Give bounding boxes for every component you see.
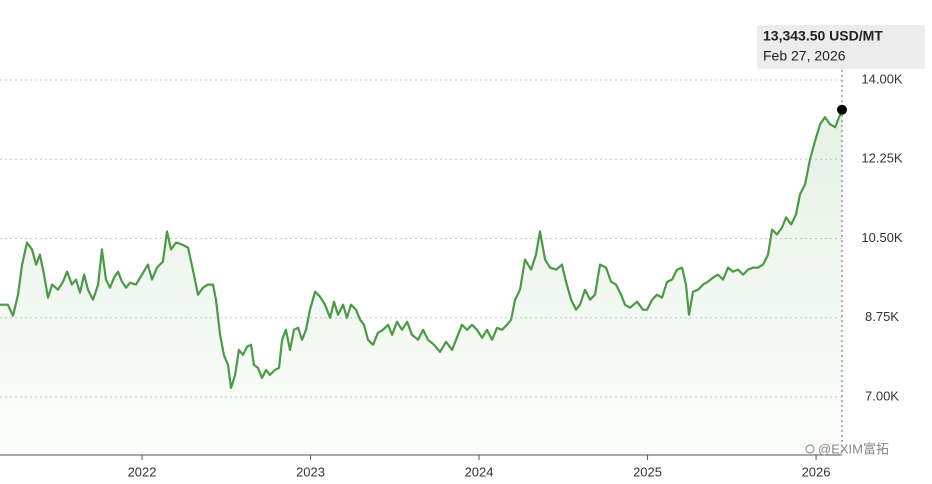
x-tick-label: 2022 xyxy=(128,464,157,479)
grid: 7.00K 8.75K 10.50K 12.25K 14.00K 2022 2023 2024… xyxy=(0,71,903,479)
tooltip-date: Feb 27, 2026 xyxy=(763,48,846,64)
watermark: @EXIM富拓 xyxy=(818,441,889,456)
y-tick-label: 12.25K xyxy=(861,151,903,166)
last-point xyxy=(837,104,847,115)
x-tick-label: 2025 xyxy=(633,464,662,479)
x-tick-label: 2023 xyxy=(296,464,325,479)
watermark-icon xyxy=(805,444,815,454)
plot xyxy=(0,70,847,455)
y-tick-label: 10.50K xyxy=(861,230,903,245)
tooltip-box xyxy=(757,25,925,69)
line xyxy=(0,109,844,390)
x-tick-label: 2024 xyxy=(465,464,494,479)
tooltip-value: 13,343.50 USD/MT xyxy=(763,28,883,44)
y-tick-label: 14.00K xyxy=(861,71,903,86)
area xyxy=(0,109,842,455)
x-tick-label: 2026 xyxy=(802,464,831,479)
y-tick-label: 7.00K xyxy=(865,388,899,403)
tooltip: 13,343.50 USD/MT Feb 27, 2026 xyxy=(757,25,925,69)
y-tick-label: 8.75K xyxy=(865,309,899,324)
